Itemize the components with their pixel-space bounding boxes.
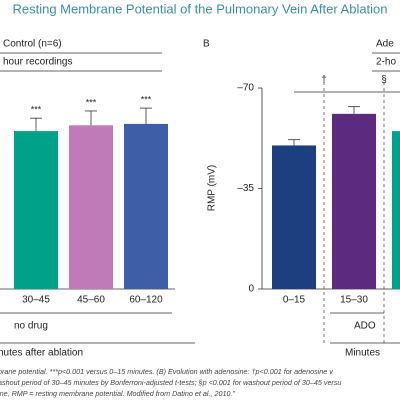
panel-title: Ade xyxy=(376,39,394,50)
panel-title: Control (n=6) xyxy=(3,39,62,50)
x-axis-label: nutes after ablation xyxy=(0,348,83,359)
y-tick-label: –35 xyxy=(237,183,254,194)
x-tick-label: 15–30 xyxy=(340,295,368,306)
significance-mark: *** xyxy=(31,105,42,115)
significance-mark: § xyxy=(381,75,387,86)
caption-line: ine, RMP = resting membrane potential. M… xyxy=(0,389,235,398)
bar xyxy=(124,123,168,290)
group-label: ADO xyxy=(354,321,376,332)
panel-subtitle: 2-ho xyxy=(376,57,396,68)
x-tick-label: 60–120 xyxy=(129,295,163,306)
bar xyxy=(392,131,400,289)
x-axis-label: Minutes xyxy=(345,348,380,359)
significance-mark: *** xyxy=(86,97,97,107)
bar xyxy=(69,125,113,289)
bar xyxy=(14,131,58,289)
panel-subtitle: hour recordings xyxy=(3,57,72,68)
bar xyxy=(332,113,376,289)
significance-mark: † xyxy=(321,75,327,86)
bar xyxy=(272,145,316,289)
caption-line: brane potential. ***p<0.001 versus 0–15 … xyxy=(0,367,333,376)
y-tick-label: –70 xyxy=(237,83,254,94)
y-axis-label: RMP (mV) xyxy=(207,165,218,211)
y-tick-label: 0 xyxy=(248,284,254,295)
significance-mark: *** xyxy=(141,94,152,104)
panel-label: B xyxy=(203,39,210,50)
figure-title: Resting Membrane Potential of the Pulmon… xyxy=(12,1,387,16)
x-tick-label: 30–45 xyxy=(22,295,50,306)
group-label: no drug xyxy=(14,321,48,332)
caption-line: ashout period of 30–45 minutes by Bonfer… xyxy=(0,378,341,387)
x-tick-label: 45–60 xyxy=(77,295,105,306)
x-tick-label: 0–15 xyxy=(283,295,306,306)
